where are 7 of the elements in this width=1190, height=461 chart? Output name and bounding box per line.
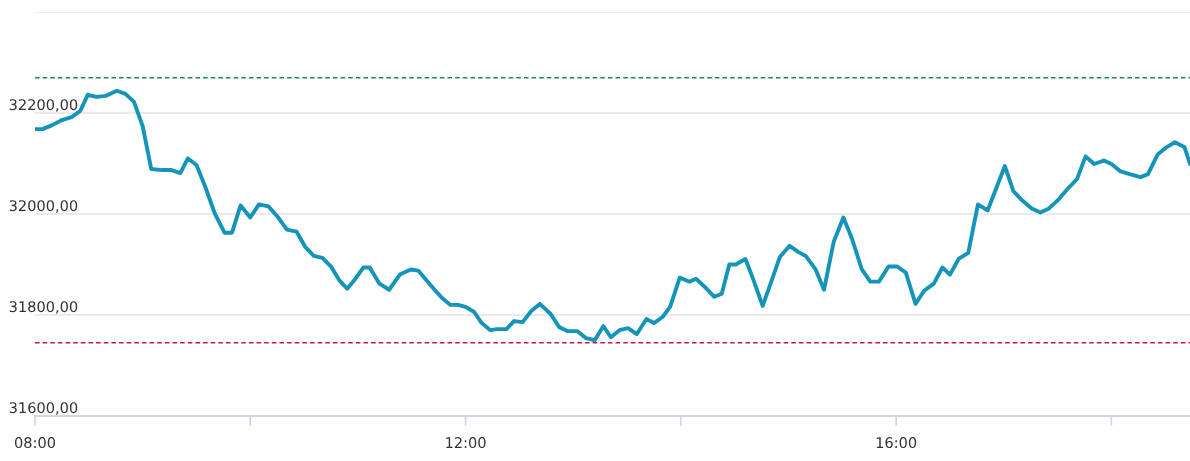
x-tick-label: 08:00 — [14, 437, 56, 449]
y-tick-label: 32200,00 — [9, 99, 78, 112]
y-tick-label: 32000,00 — [9, 200, 78, 213]
y-tick-label: 31800,00 — [9, 301, 78, 314]
x-tick-label: 16:00 — [876, 437, 917, 449]
x-tick-label: 12:00 — [446, 437, 486, 449]
y-tick-label: 31600,00 — [9, 402, 78, 415]
